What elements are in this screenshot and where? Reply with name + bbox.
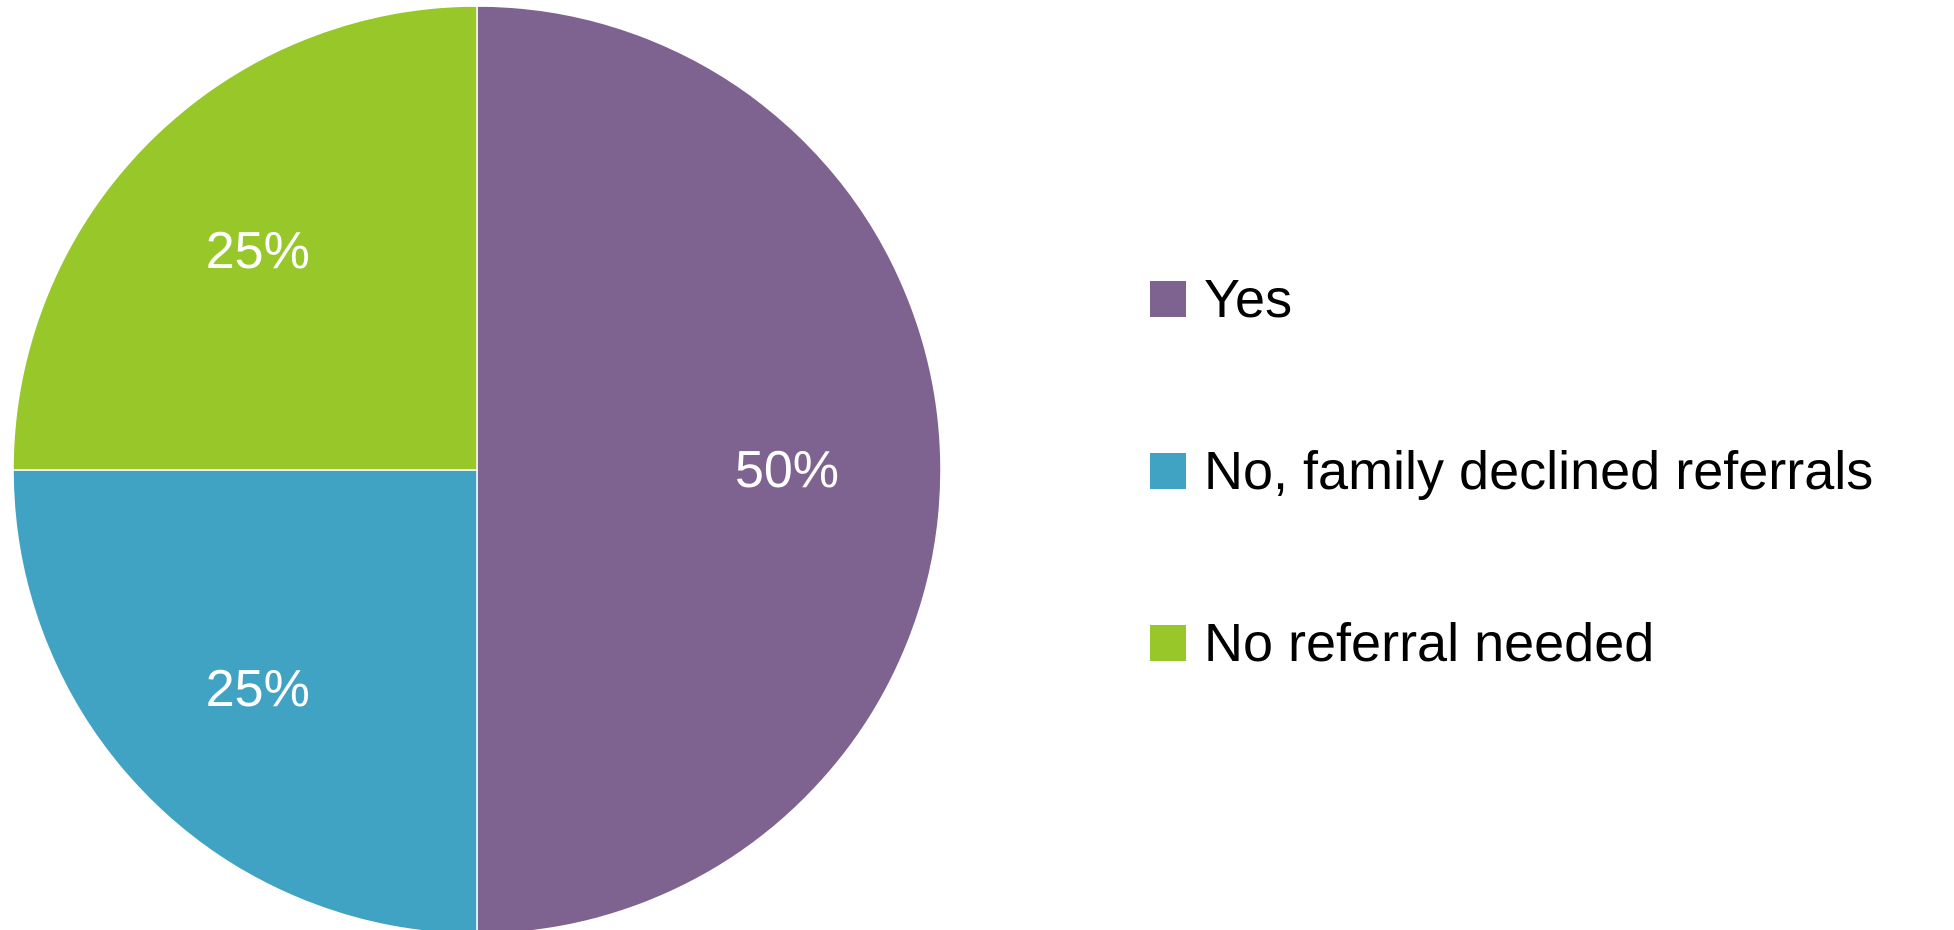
pie-slices — [12, 5, 942, 930]
legend: Yes No, family declined referrals No refer… — [1150, 269, 1873, 673]
legend-swatch — [1150, 453, 1186, 489]
legend-swatch — [1150, 625, 1186, 661]
legend-swatch — [1150, 281, 1186, 317]
legend-label: No, family declined referrals — [1204, 441, 1873, 501]
legend-label: Yes — [1204, 269, 1292, 329]
slice-value-label: 25% — [206, 660, 310, 718]
pie-slice-labels: 50% 25% 25% — [206, 222, 839, 718]
pie-slice-yes — [476, 5, 942, 930]
legend-label: No referral needed — [1204, 613, 1654, 673]
pie-slice-no-family-declined-referrals — [12, 469, 478, 930]
pie-slice-no-referral-needed — [12, 5, 478, 471]
slice-value-label: 50% — [735, 441, 839, 499]
slice-value-label: 25% — [206, 222, 310, 280]
